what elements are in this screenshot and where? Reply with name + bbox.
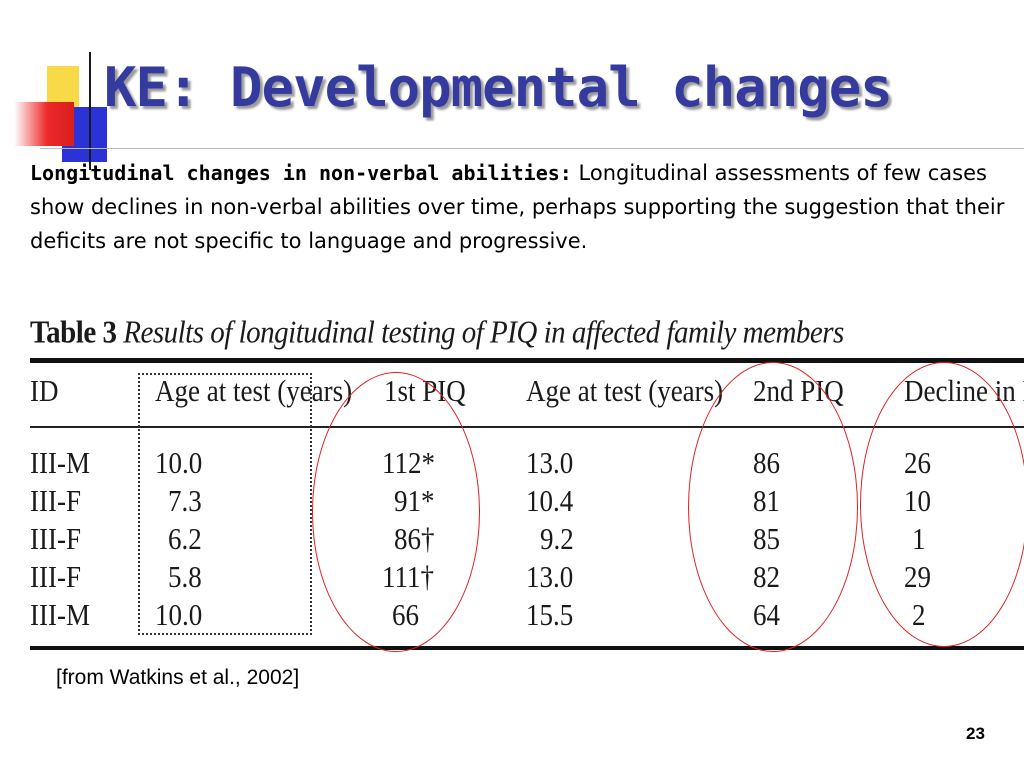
title-underline — [40, 148, 1024, 149]
table-cell: 5.8 — [168, 560, 202, 594]
table-cell: 10.0 — [155, 598, 203, 632]
paragraph-lead: Longitudinal changes in non-verbal abili… — [30, 161, 572, 185]
decor-red-square — [14, 102, 74, 146]
page-number: 23 — [966, 724, 985, 743]
table-cell: III-F — [30, 560, 81, 594]
body-paragraph: Longitudinal changes in non-verbal abili… — [30, 156, 1015, 258]
slide-title: KE: Developmental changes — [104, 56, 893, 119]
decline-piq-circle — [860, 362, 1024, 647]
table-cell: 6.2 — [168, 522, 202, 556]
table-cell: 13.0 — [526, 446, 574, 480]
decor-vertical-line — [89, 52, 91, 170]
table-top-rule — [30, 358, 1024, 363]
table-cell: 13.0 — [526, 560, 574, 594]
second-piq-circle — [688, 362, 858, 652]
paragraph-text: Longitudinal assessments of few cases sh… — [30, 161, 1005, 253]
table-title: Results of longitudinal testing of PIQ i… — [123, 315, 844, 351]
table-cell: III-F — [30, 522, 81, 556]
table-cell: III-M — [30, 446, 90, 480]
table-caption: Table 3 Results of longitudinal testing … — [30, 315, 844, 351]
table-cell: III-F — [30, 484, 81, 518]
age-column-dotted-box — [138, 373, 312, 635]
table-cell: III-M — [30, 598, 90, 632]
table-cell: 10.4 — [526, 484, 574, 518]
table-cell: 10.0 — [155, 446, 203, 480]
table-bottom-rule — [30, 646, 1024, 650]
table-cell: 15.5 — [526, 598, 574, 632]
first-piq-circle — [312, 372, 480, 652]
table-cell: 9.2 — [540, 522, 574, 556]
table-header-rule — [30, 426, 1024, 428]
table-label: Table 3 — [30, 315, 117, 351]
source-citation: [from Watkins et al., 2002] — [56, 666, 300, 689]
table-header: Age at test (years) — [526, 374, 724, 408]
table-header: Age at test (years) — [155, 374, 353, 408]
table-header: ID — [30, 374, 59, 408]
table-cell: 7.3 — [168, 484, 202, 518]
